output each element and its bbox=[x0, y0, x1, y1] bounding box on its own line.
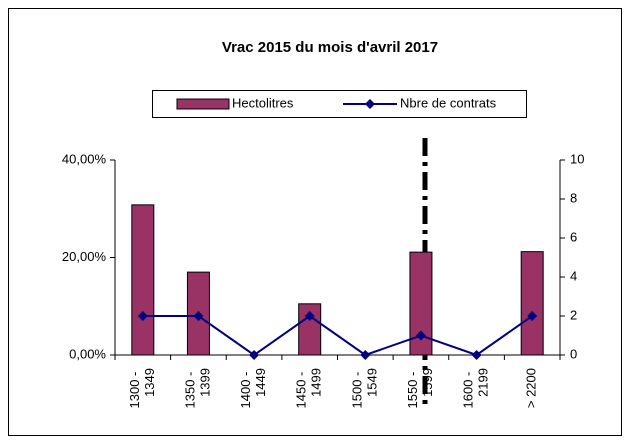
x-tick-label: 1500 - 1549 bbox=[350, 368, 380, 408]
legend-label: Hectolitres bbox=[232, 95, 294, 110]
x-tick-label: > 2200 bbox=[524, 368, 539, 408]
line-marker bbox=[193, 311, 204, 321]
y2-tick-label: 8 bbox=[570, 190, 577, 205]
x-tick-label: 1600 - 2199 bbox=[461, 368, 491, 408]
line-marker bbox=[137, 311, 148, 321]
x-tick-label: 1300 - 1349 bbox=[127, 368, 157, 408]
legend-swatch bbox=[176, 98, 230, 110]
y2-tick-label: 6 bbox=[570, 229, 577, 244]
y2-tick-label: 0 bbox=[570, 346, 577, 361]
y2-tick-label: 10 bbox=[570, 151, 584, 166]
line bbox=[142, 314, 533, 357]
legend-label: Nbre de contrats bbox=[400, 95, 497, 110]
y2-tick-label: 4 bbox=[570, 268, 577, 283]
chart-title: Vrac 2015 du mois d'avril 2017 bbox=[222, 39, 438, 56]
line-marker bbox=[471, 350, 482, 360]
line-marker bbox=[249, 350, 260, 360]
line-marker bbox=[415, 330, 426, 341]
chart-border bbox=[8, 8, 622, 436]
bar bbox=[298, 303, 322, 356]
bar bbox=[409, 251, 433, 356]
bar bbox=[520, 251, 544, 356]
y-tick-label: 40,00% bbox=[62, 151, 107, 166]
y-tick-label: 0,00% bbox=[69, 346, 106, 361]
legend: Hectolitres Nbre de contrats bbox=[176, 95, 497, 110]
x-tick-label: 1550 - 1599 bbox=[405, 368, 435, 408]
bar bbox=[131, 204, 155, 356]
line-marker bbox=[304, 311, 315, 321]
legend-marker bbox=[365, 99, 375, 109]
y-tick-label: 20,00% bbox=[62, 249, 107, 264]
line-marker bbox=[360, 350, 371, 360]
x-tick-label: 1400 - 1449 bbox=[239, 368, 269, 408]
x-tick-label: 1350 - 1399 bbox=[183, 368, 213, 408]
line-marker bbox=[527, 311, 538, 321]
x-tick-label: 1450 - 1499 bbox=[294, 368, 324, 408]
y2-tick-label: 2 bbox=[570, 307, 577, 322]
